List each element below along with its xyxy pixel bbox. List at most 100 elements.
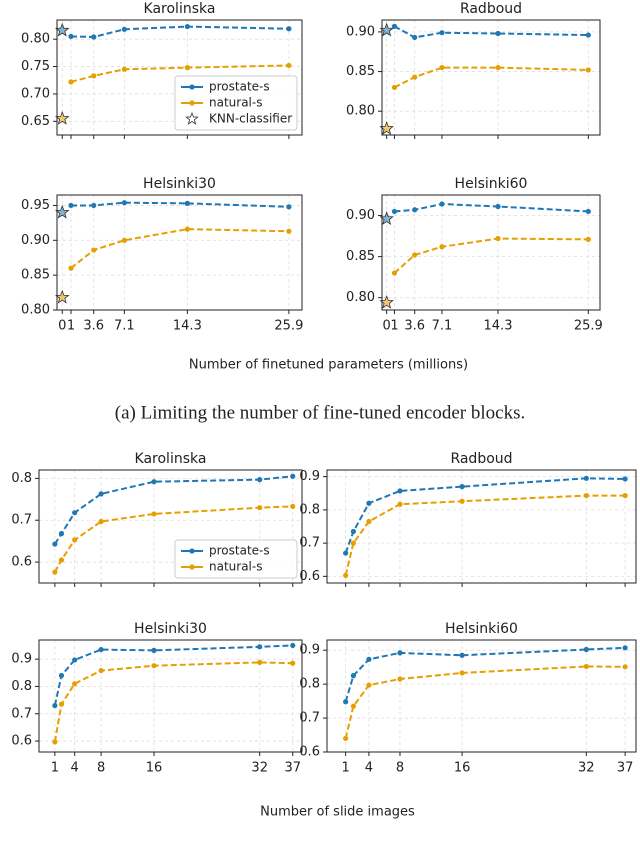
y-tick-label: 0.7 xyxy=(11,706,32,721)
point xyxy=(585,32,591,38)
point xyxy=(68,265,74,271)
y-tick-label: 0.90 xyxy=(346,24,375,39)
point xyxy=(290,473,296,479)
x-tick-label: 1 xyxy=(51,761,59,776)
point xyxy=(58,531,65,537)
x-tick-label: 1 xyxy=(390,319,398,334)
x-tick-label: 32 xyxy=(251,761,268,776)
point xyxy=(391,208,398,215)
y-tick-label: 0.95 xyxy=(21,198,50,213)
point xyxy=(290,642,296,649)
plot-frame xyxy=(326,639,637,753)
point xyxy=(366,518,372,525)
point xyxy=(622,476,628,482)
point xyxy=(459,652,465,658)
series-line xyxy=(53,661,293,743)
x-tick-label: 16 xyxy=(146,761,163,776)
point xyxy=(585,208,591,215)
point xyxy=(151,663,157,669)
x-tick-label: 0 xyxy=(383,319,391,334)
legend-dot xyxy=(189,548,195,554)
x-tick-label: 3.6 xyxy=(404,319,425,334)
legend-label: prostate-s xyxy=(209,80,270,94)
point xyxy=(343,735,349,742)
x-tick-label: 1 xyxy=(341,761,349,776)
x-tick-label: 1 xyxy=(67,319,75,334)
series-line xyxy=(71,201,289,208)
point xyxy=(98,518,104,525)
point xyxy=(439,244,445,250)
series-line xyxy=(393,237,589,274)
y-tick-label: 0.8 xyxy=(299,502,320,517)
legend-dot xyxy=(189,564,195,570)
point xyxy=(286,26,292,32)
point xyxy=(583,646,589,653)
point xyxy=(121,200,127,206)
y-tick-label: 0.9 xyxy=(11,652,32,667)
x-tick-label: 14.3 xyxy=(173,319,202,334)
panel-title: Karolinska xyxy=(135,451,207,467)
y-tick-label: 0.8 xyxy=(299,677,320,692)
legend-label: natural-s xyxy=(209,560,262,574)
point xyxy=(91,202,97,209)
y-tick-label: 0.80 xyxy=(21,32,50,47)
point xyxy=(52,541,58,547)
point xyxy=(98,667,104,674)
series-line xyxy=(70,25,289,38)
series-line xyxy=(53,644,293,706)
y-tick-label: 0.85 xyxy=(346,64,375,79)
point xyxy=(121,66,127,72)
legend-dot xyxy=(189,100,195,106)
x-tick-label: 25.9 xyxy=(574,319,603,334)
point xyxy=(495,64,501,71)
point xyxy=(72,510,78,516)
point xyxy=(68,202,74,209)
point xyxy=(98,491,104,497)
point xyxy=(366,682,372,688)
x-tick-label: 8 xyxy=(396,761,404,776)
series-line xyxy=(70,228,289,269)
y-tick-label: 0.9 xyxy=(299,643,320,658)
knn-star xyxy=(54,204,70,219)
y-tick-label: 0.75 xyxy=(21,59,50,74)
point xyxy=(583,475,589,481)
y-tick-label: 0.6 xyxy=(299,745,320,760)
x-tick-label: 16 xyxy=(454,761,471,776)
point xyxy=(350,703,356,709)
point xyxy=(58,672,65,679)
x-axis-label: Number of finetuned parameters (millions… xyxy=(189,358,468,373)
point xyxy=(151,479,157,485)
point xyxy=(350,540,356,546)
x-tick-label: 3.6 xyxy=(83,319,104,334)
point xyxy=(397,650,403,656)
point xyxy=(290,503,296,510)
point xyxy=(257,659,263,666)
point xyxy=(184,226,190,232)
legend-label: natural-s xyxy=(209,96,262,110)
point xyxy=(91,73,97,79)
knn-star xyxy=(54,289,70,304)
point xyxy=(290,660,296,666)
point xyxy=(412,252,418,258)
legend-dot xyxy=(189,84,195,90)
y-tick-label: 0.90 xyxy=(21,233,50,248)
legend-label: prostate-s xyxy=(209,544,270,558)
point xyxy=(98,646,104,653)
plot-frame xyxy=(56,19,303,136)
point xyxy=(68,33,74,40)
y-tick-label: 0.65 xyxy=(21,114,50,129)
legend-label: KNN-classifier xyxy=(209,112,292,126)
point xyxy=(257,644,263,650)
point xyxy=(622,492,628,499)
point xyxy=(184,65,190,71)
x-tick-label: 4 xyxy=(365,761,373,776)
point xyxy=(286,62,292,69)
point xyxy=(184,23,190,30)
y-tick-label: 0.85 xyxy=(346,249,375,264)
point xyxy=(585,67,591,73)
point xyxy=(397,501,403,507)
point xyxy=(68,79,74,85)
y-tick-label: 0.7 xyxy=(299,711,320,726)
point xyxy=(495,235,501,242)
series-line xyxy=(394,66,589,89)
